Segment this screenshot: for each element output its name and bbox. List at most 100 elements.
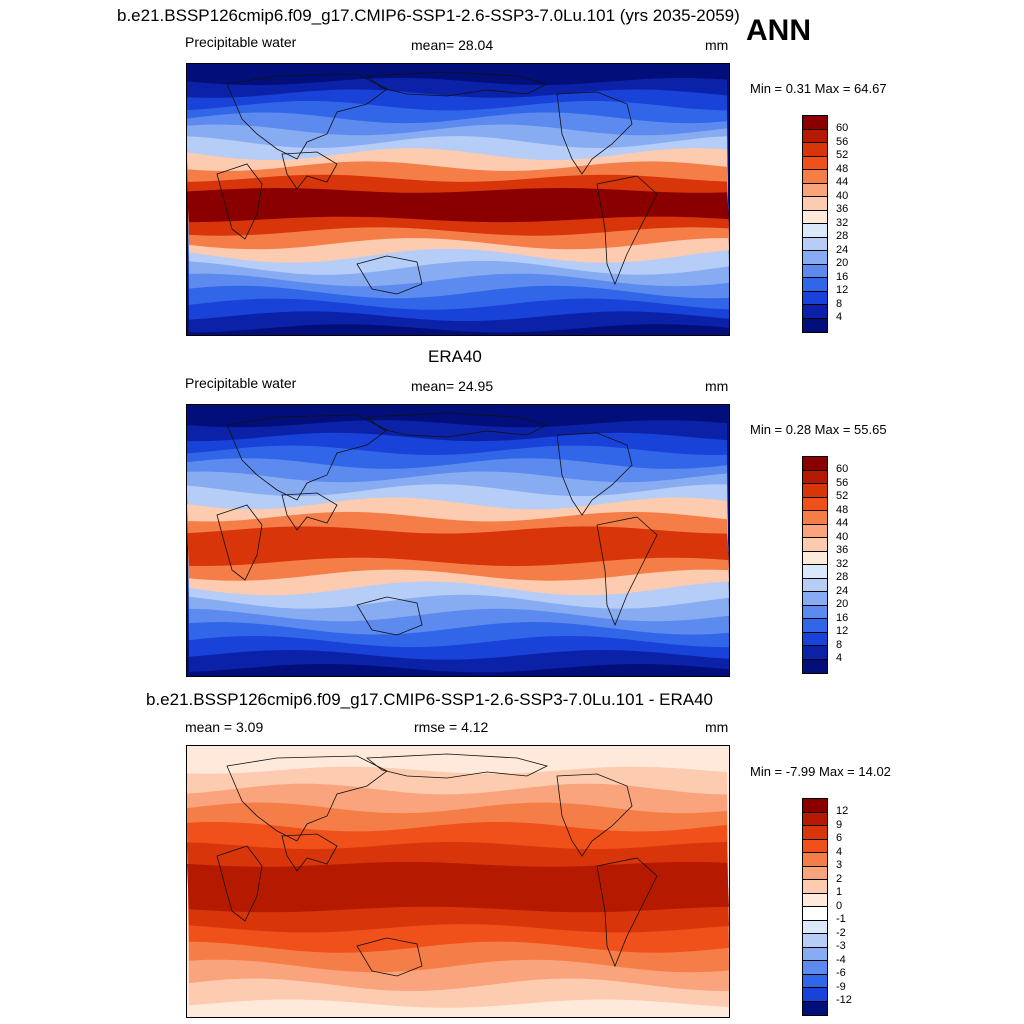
colorbar-tick-label: -2 bbox=[836, 926, 846, 939]
colorbar-swatch bbox=[803, 961, 827, 975]
panel-title: ERA40 bbox=[428, 347, 482, 366]
colorbar-swatch bbox=[803, 291, 827, 305]
figure-title: b.e21.BSSP126cmip6.f09_g17.CMIP6-SSP1-2.… bbox=[117, 6, 740, 25]
colorbar-swatch bbox=[803, 470, 827, 484]
colorbar-swatch bbox=[803, 237, 827, 251]
colorbar-tick-label: 1 bbox=[836, 886, 843, 898]
colorbar-tick-label: 4 bbox=[836, 652, 843, 664]
colorbar-tick-label: 48 bbox=[836, 162, 849, 175]
colorbar-tick-label: 24 bbox=[836, 584, 849, 597]
colorbar-tick-label: -1 bbox=[836, 913, 846, 925]
contour-band bbox=[187, 188, 729, 223]
colorbar-tick-label: 20 bbox=[836, 598, 849, 610]
colorbar-swatch bbox=[803, 907, 827, 921]
colorbar-tick-label: 6 bbox=[836, 832, 843, 844]
colorbar-swatch bbox=[803, 974, 827, 988]
season-label: ANN bbox=[746, 14, 811, 47]
coastline bbox=[226, 414, 388, 501]
colorbar-swatch bbox=[803, 264, 827, 278]
colorbar-swatch bbox=[803, 605, 827, 619]
colorbar-tick-label: -12 bbox=[836, 994, 852, 1006]
contour-map bbox=[186, 404, 730, 677]
coastline bbox=[281, 833, 338, 872]
coastline bbox=[596, 857, 658, 968]
colorbar-tick-label: 8 bbox=[836, 297, 843, 310]
panel-units-label: mm bbox=[705, 378, 729, 394]
colorbar-tick-label: 28 bbox=[836, 571, 849, 583]
colorbar-swatch bbox=[803, 826, 827, 840]
colorbar-tick-label: 40 bbox=[836, 530, 849, 543]
map-canvas bbox=[187, 746, 729, 1017]
colorbar-tick-label: -9 bbox=[836, 980, 846, 993]
colorbar-swatch bbox=[803, 934, 827, 948]
colorbar-swatch bbox=[803, 143, 827, 157]
colorbar-tick-label: 20 bbox=[836, 257, 849, 269]
colorbar-tick-label: 56 bbox=[836, 135, 849, 148]
colorbar-tick-label: 0 bbox=[836, 899, 843, 912]
colorbar-swatch bbox=[803, 812, 827, 826]
coastline bbox=[556, 432, 633, 516]
panel-rmse-label: rmse = 4.12 bbox=[414, 719, 489, 735]
colorbar-swatch bbox=[803, 659, 827, 673]
colorbar-tick-label: -3 bbox=[836, 940, 846, 952]
colorbar-tick-label: 28 bbox=[836, 230, 849, 242]
colorbar-swatch bbox=[803, 457, 827, 471]
colorbar-tick-label: 40 bbox=[836, 189, 849, 202]
colorbar-swatch bbox=[803, 880, 827, 894]
colorbar-swatch bbox=[803, 511, 827, 525]
colorbar-swatch bbox=[803, 224, 827, 238]
panel-mean-label: mean= 28.04 bbox=[411, 37, 494, 53]
colorbar-swatch bbox=[803, 524, 827, 538]
panel-minmax-label: Min = -7.99 Max = 14.02 bbox=[750, 764, 891, 779]
colorbar-swatch bbox=[803, 853, 827, 867]
contour-map bbox=[186, 745, 730, 1018]
colorbar-swatch bbox=[803, 947, 827, 961]
colorbar-tick-label: 9 bbox=[836, 818, 843, 831]
panel-variable-label: Precipitable water bbox=[185, 375, 297, 391]
colorbar-swatch bbox=[803, 646, 827, 660]
colorbar bbox=[802, 798, 828, 1016]
colorbar-tick-label: 60 bbox=[836, 463, 849, 475]
colorbar-swatch bbox=[803, 893, 827, 907]
coastline bbox=[281, 492, 338, 531]
colorbar-swatch bbox=[803, 839, 827, 853]
colorbar-tick-label: 12 bbox=[836, 805, 849, 817]
colorbar-swatch bbox=[803, 920, 827, 934]
coastline bbox=[365, 412, 549, 438]
colorbar-swatch bbox=[803, 988, 827, 1002]
map-canvas bbox=[187, 405, 729, 676]
colorbar-swatch bbox=[803, 565, 827, 579]
colorbar-tick-label: 60 bbox=[836, 122, 849, 134]
colorbar-swatch bbox=[803, 551, 827, 565]
coastline bbox=[596, 516, 658, 627]
colorbar-swatch bbox=[803, 116, 827, 130]
colorbar-tick-label: 12 bbox=[836, 284, 849, 296]
colorbar-swatch bbox=[803, 156, 827, 170]
colorbar-tick-label: 24 bbox=[836, 243, 849, 256]
contour-band bbox=[187, 526, 729, 567]
map-canvas bbox=[187, 64, 729, 335]
colorbar-tick-label: 52 bbox=[836, 149, 849, 161]
panel-units-label: mm bbox=[705, 719, 729, 735]
colorbar-swatch bbox=[803, 210, 827, 224]
coastline bbox=[556, 773, 633, 857]
panel-minmax-label: Min = 0.31 Max = 64.67 bbox=[750, 81, 887, 96]
coastline bbox=[596, 175, 658, 286]
colorbar-swatch bbox=[803, 592, 827, 606]
colorbar-tick-label: 56 bbox=[836, 476, 849, 489]
panel-variable-label: Precipitable water bbox=[185, 34, 297, 50]
colorbar-tick-label: 52 bbox=[836, 490, 849, 502]
colorbar-tick-label: 2 bbox=[836, 872, 843, 885]
colorbar-tick-label: 48 bbox=[836, 503, 849, 516]
contour-band bbox=[187, 861, 729, 913]
coastline bbox=[356, 255, 423, 295]
colorbar-swatch bbox=[803, 318, 827, 332]
colorbar-tick-label: 12 bbox=[836, 625, 849, 637]
colorbar-swatch bbox=[803, 538, 827, 552]
colorbar-swatch bbox=[803, 578, 827, 592]
colorbar-swatch bbox=[803, 170, 827, 184]
colorbar-tick-label: 36 bbox=[836, 544, 849, 556]
contour-map bbox=[186, 63, 730, 336]
panel-mean-label: mean = 3.09 bbox=[185, 719, 264, 735]
colorbar-swatch bbox=[803, 183, 827, 197]
